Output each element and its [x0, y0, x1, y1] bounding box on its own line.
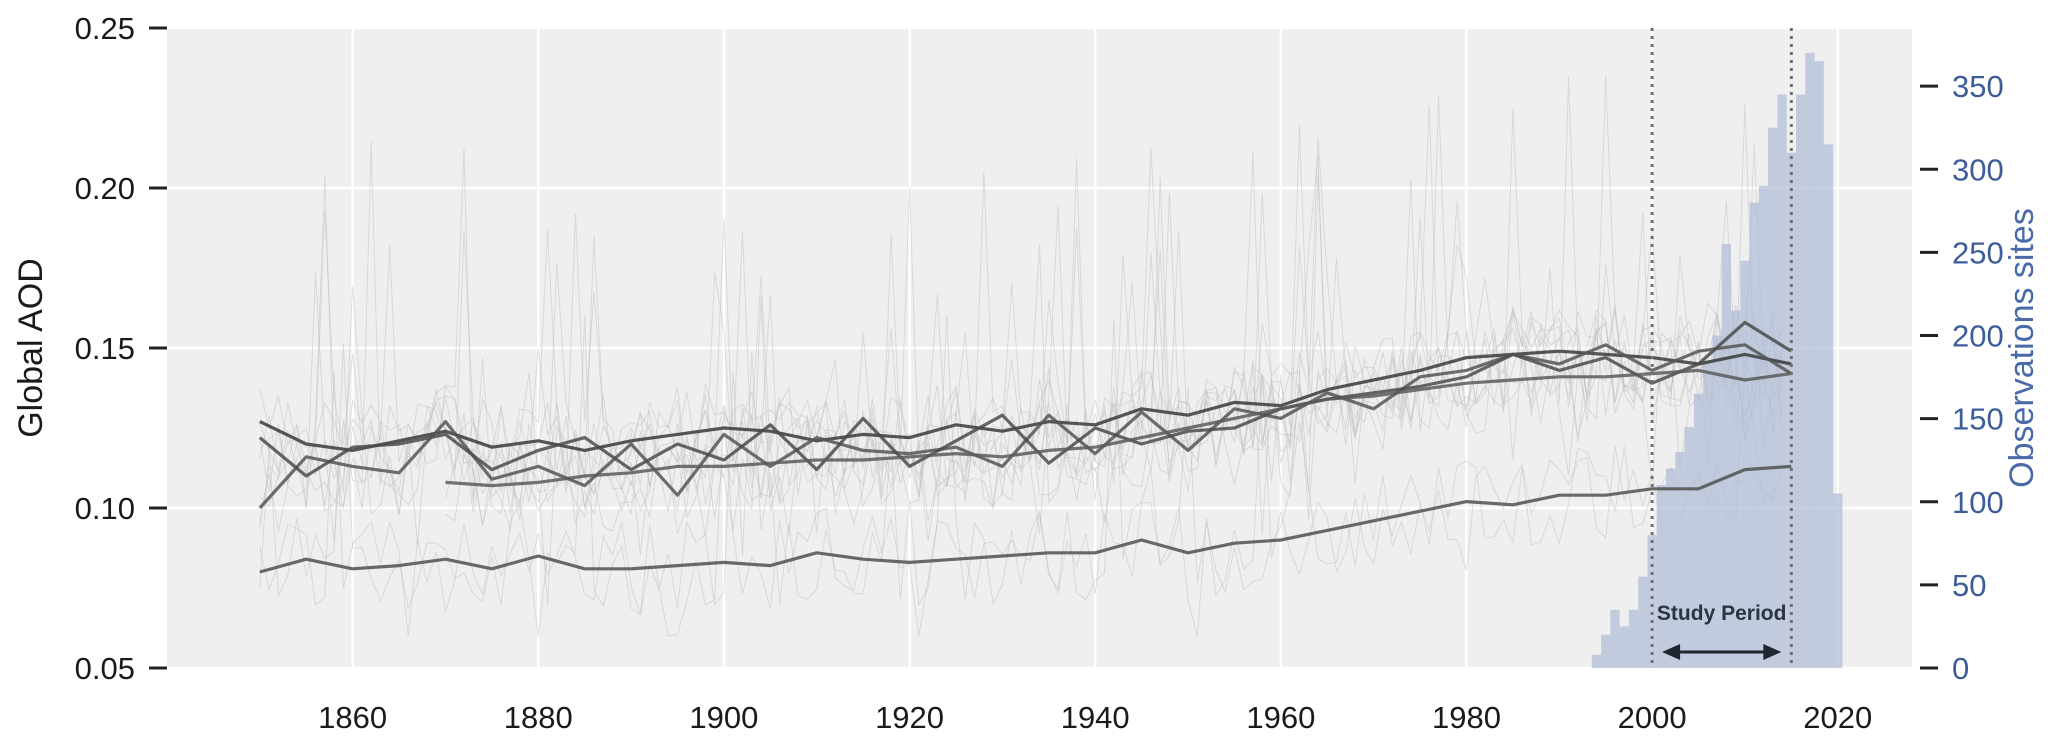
histogram-bar — [1833, 493, 1843, 668]
histogram-bar — [1591, 654, 1602, 668]
histogram-bar — [1601, 634, 1611, 668]
histogram-bar — [1684, 427, 1694, 668]
left-tick-label: 0.20 — [75, 171, 135, 206]
study-period-label: Study Period — [1657, 602, 1787, 625]
left-tick-label: 0.10 — [75, 491, 135, 526]
histogram-bar — [1768, 127, 1778, 668]
right-tick-label: 250 — [1952, 235, 2004, 270]
right-tick-label: 200 — [1952, 319, 2004, 354]
histogram-bar — [1805, 52, 1815, 668]
ensemble-member-line — [259, 148, 1783, 534]
arrow-head-right-icon — [1763, 644, 1782, 660]
histogram-bar — [1749, 202, 1759, 668]
x-axis: 1860 1880 1900 1920 1940 1960 1980 2000 2020 — [318, 700, 1872, 735]
observation-sites-histogram — [1591, 52, 1843, 668]
histogram-bar — [1712, 335, 1722, 668]
x-tick-label: 2020 — [1803, 700, 1872, 735]
right-tick-label: 150 — [1952, 402, 2004, 437]
histogram-bar — [1647, 535, 1657, 668]
x-tick-label: 1940 — [1061, 700, 1130, 735]
x-tick-label: 1860 — [318, 700, 387, 735]
histogram-bar — [1675, 451, 1685, 668]
histogram-bar — [1731, 310, 1741, 668]
right-y-axis: 0 50 100 150 200 250 300 350 — [1920, 69, 2004, 686]
histogram-bar — [1823, 144, 1834, 668]
series-line — [259, 349, 1792, 452]
histogram-bar — [1610, 609, 1620, 668]
x-tick-label: 1960 — [1246, 700, 1315, 735]
model-mean-series — [258, 320, 1793, 574]
histogram-bar — [1786, 152, 1796, 668]
ensemble-member-line — [259, 75, 1783, 496]
right-tick-label: 350 — [1952, 69, 2004, 104]
study-period-annotation: Study Period — [1657, 602, 1787, 660]
gridlines — [167, 26, 1912, 670]
ensemble-member-line — [259, 314, 1783, 637]
ensemble-member-line — [259, 76, 1783, 543]
x-tick-label: 1900 — [689, 700, 758, 735]
histogram-bar — [1628, 609, 1639, 668]
x-tick-label: 1980 — [1432, 700, 1501, 735]
right-tick-label: 300 — [1952, 152, 2004, 187]
histogram-bar — [1758, 185, 1769, 668]
left-tick-label: 0.15 — [75, 331, 135, 366]
histogram-bar — [1796, 94, 1806, 668]
right-y-axis-title: Observations sites — [2003, 208, 2041, 488]
ensemble-member-line — [259, 137, 1783, 534]
left-tick-label: 0.05 — [75, 651, 135, 686]
histogram-bar — [1666, 468, 1676, 668]
histogram-bar — [1656, 485, 1666, 668]
histogram-bar — [1619, 626, 1629, 668]
arrow-head-left-icon — [1662, 644, 1681, 660]
left-y-axis: 0.05 0.10 0.15 0.20 0.25 — [75, 11, 167, 686]
histogram-bar — [1740, 260, 1750, 668]
right-tick-label: 50 — [1952, 568, 1986, 603]
x-tick-label: 1920 — [875, 700, 944, 735]
histogram-bar — [1814, 61, 1824, 668]
histogram-bar — [1693, 393, 1704, 668]
histogram-bar — [1777, 94, 1787, 668]
histogram-bar — [1703, 360, 1713, 668]
right-tick-label: 0 — [1952, 651, 1969, 686]
histogram-bar — [1721, 244, 1731, 668]
y-axis-title: Global AOD — [12, 258, 50, 438]
left-tick-label: 0.25 — [75, 11, 135, 46]
x-tick-label: 2000 — [1618, 700, 1687, 735]
series-line — [258, 320, 1793, 478]
series-line — [445, 368, 1792, 488]
series-line — [259, 464, 1792, 574]
histogram-bar — [1638, 576, 1648, 668]
right-tick-label: 100 — [1952, 485, 2004, 520]
study-period-markers — [1650, 28, 1793, 668]
x-tick-label: 1880 — [504, 700, 573, 735]
